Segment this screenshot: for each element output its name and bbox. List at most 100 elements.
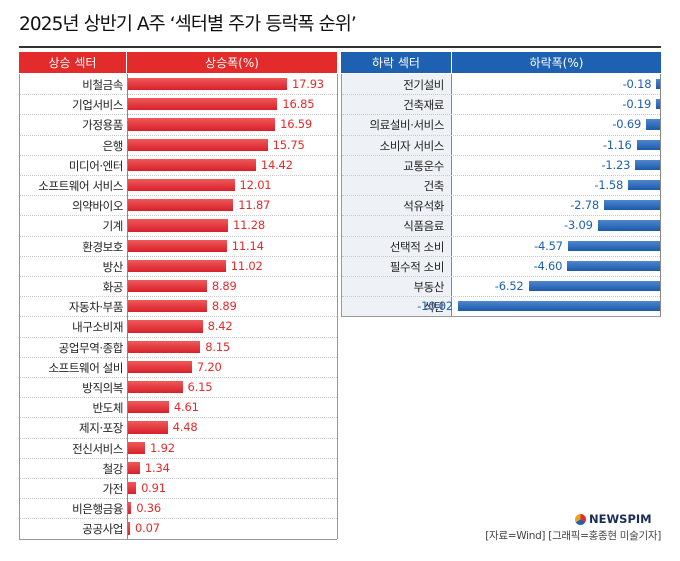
gain-sector-label: 기업서비스 bbox=[72, 98, 123, 113]
gain-bar bbox=[128, 502, 132, 515]
gain-row-divider bbox=[20, 518, 337, 520]
gain-row-divider bbox=[20, 336, 337, 338]
loss-bar bbox=[603, 200, 660, 211]
gain-panel-left-border bbox=[19, 74, 20, 539]
gain-value-label: 8.89 bbox=[211, 279, 237, 293]
gain-bar bbox=[128, 340, 201, 353]
gain-row-divider bbox=[20, 417, 337, 419]
loss-value-label: -1.23 bbox=[601, 157, 631, 172]
newspim-logo: NEWSPIM bbox=[575, 512, 652, 526]
gain-bar bbox=[128, 482, 137, 495]
loss-row-divider bbox=[342, 235, 660, 237]
loss-bar bbox=[636, 139, 660, 150]
gain-row-divider bbox=[20, 154, 337, 156]
gain-value-label: 14.42 bbox=[260, 157, 293, 172]
gain-value-header: 상승폭(%) bbox=[127, 52, 337, 73]
gain-bar bbox=[128, 199, 234, 212]
gain-sector-label: 은행 bbox=[102, 138, 124, 153]
gain-bar bbox=[128, 259, 226, 272]
loss-row-divider bbox=[342, 114, 660, 116]
gain-value-label: 7.20 bbox=[196, 359, 222, 374]
loss-row-divider bbox=[342, 255, 660, 257]
loss-row-divider bbox=[342, 195, 660, 197]
gain-panel-right-border bbox=[337, 74, 338, 539]
gain-bar bbox=[128, 421, 168, 434]
gain-row-divider bbox=[20, 397, 337, 399]
gain-bar bbox=[128, 320, 203, 333]
loss-value-label: -6.52 bbox=[494, 279, 524, 293]
gain-value-label: 12.01 bbox=[239, 178, 272, 192]
gain-row-divider bbox=[20, 255, 337, 257]
loss-bar bbox=[646, 119, 660, 130]
gain-axis-line bbox=[127, 74, 128, 539]
loss-bar bbox=[656, 79, 660, 90]
gain-sector-label: 가정용품 bbox=[82, 118, 123, 133]
loss-sector-label: 소비자 서비스 bbox=[379, 138, 445, 153]
gain-bar bbox=[128, 138, 268, 151]
gain-bar bbox=[128, 441, 146, 454]
gain-sector-label: 내구소비재 bbox=[72, 320, 123, 335]
gain-row-divider bbox=[20, 94, 337, 96]
gain-bar bbox=[128, 158, 256, 171]
loss-bar bbox=[567, 240, 660, 251]
gain-value-label: 11.87 bbox=[238, 198, 271, 213]
loss-sector-label: 석탄 bbox=[423, 300, 445, 315]
gain-bar bbox=[128, 78, 287, 91]
gain-value-label: 8.42 bbox=[207, 319, 233, 334]
loss-bar bbox=[597, 220, 660, 231]
loss-value-label: -2.78 bbox=[570, 198, 599, 213]
gain-sector-label: 제지·포장 bbox=[79, 421, 123, 436]
loss-panel-left-border bbox=[341, 74, 342, 317]
loss-axis-line bbox=[660, 74, 661, 317]
loss-bar bbox=[458, 301, 660, 312]
loss-sector-header: 하락 섹터 bbox=[341, 52, 451, 73]
gain-sector-label: 자동차·부품 bbox=[68, 300, 124, 315]
chart-title: 2025년 상반기 A주 ‘섹터별 주가 등락폭 순위’ bbox=[19, 14, 357, 35]
loss-sector-label: 의료설비·서비스 bbox=[369, 118, 444, 133]
gain-panel-bottom-border bbox=[19, 538, 337, 540]
gain-sector-label: 전신서비스 bbox=[72, 441, 123, 456]
gain-value-label: 0.36 bbox=[136, 501, 161, 516]
gain-sector-label: 비철금속 bbox=[82, 78, 123, 92]
gain-sector-label: 반도체 bbox=[92, 401, 123, 416]
loss-value-label: -4.57 bbox=[534, 238, 563, 253]
loss-row-divider bbox=[342, 215, 660, 217]
gain-row-divider bbox=[20, 276, 337, 277]
loss-value-label: -3.09 bbox=[563, 218, 593, 233]
gain-sector-label: 소프트웨어 서비스 bbox=[38, 179, 123, 193]
gain-bar bbox=[128, 522, 130, 535]
loss-sector-label: 건축재료 bbox=[403, 98, 444, 113]
newspim-logo-icon bbox=[575, 513, 586, 525]
loss-bar bbox=[628, 180, 660, 191]
loss-sector-label: 건축 bbox=[423, 179, 445, 193]
gain-value-label: 16.59 bbox=[280, 117, 313, 132]
title-rule bbox=[19, 46, 661, 48]
gain-value-label: 15.75 bbox=[272, 137, 305, 152]
gain-value-label: 11.28 bbox=[233, 218, 265, 233]
gain-sector-label: 미디어·엔터 bbox=[68, 158, 124, 173]
source-credit: [자료=Wind] [그래픽=홍종현 미술기자] bbox=[485, 530, 661, 542]
loss-value-label: -0.69 bbox=[612, 117, 642, 132]
gain-value-label: 11.14 bbox=[231, 238, 264, 253]
gain-sector-label: 공업무역·종합 bbox=[58, 340, 124, 355]
gain-value-label: 11.02 bbox=[230, 258, 263, 273]
gain-sector-label: 화공 bbox=[102, 280, 124, 294]
gain-bar bbox=[128, 118, 276, 131]
gain-row-divider bbox=[20, 296, 337, 298]
newspim-logo-text: NEWSPIM bbox=[589, 512, 652, 526]
gain-row-divider bbox=[20, 356, 337, 358]
loss-row-divider bbox=[342, 154, 660, 156]
gain-bar bbox=[128, 381, 183, 394]
gain-sector-label: 소프트웨어 설비 bbox=[48, 360, 123, 375]
gain-bar bbox=[128, 280, 207, 293]
loss-row-divider bbox=[342, 175, 660, 176]
gain-bar bbox=[128, 219, 229, 232]
gain-value-label: 4.48 bbox=[172, 420, 198, 435]
loss-sector-label: 부동산 bbox=[413, 280, 444, 294]
loss-row-divider bbox=[342, 296, 660, 298]
gain-value-label: 8.89 bbox=[211, 299, 237, 314]
loss-sector-label: 석유석화 bbox=[403, 199, 444, 214]
loss-value-label: -0.18 bbox=[622, 77, 652, 91]
gain-bar bbox=[128, 401, 169, 414]
gain-row-divider bbox=[20, 437, 337, 439]
